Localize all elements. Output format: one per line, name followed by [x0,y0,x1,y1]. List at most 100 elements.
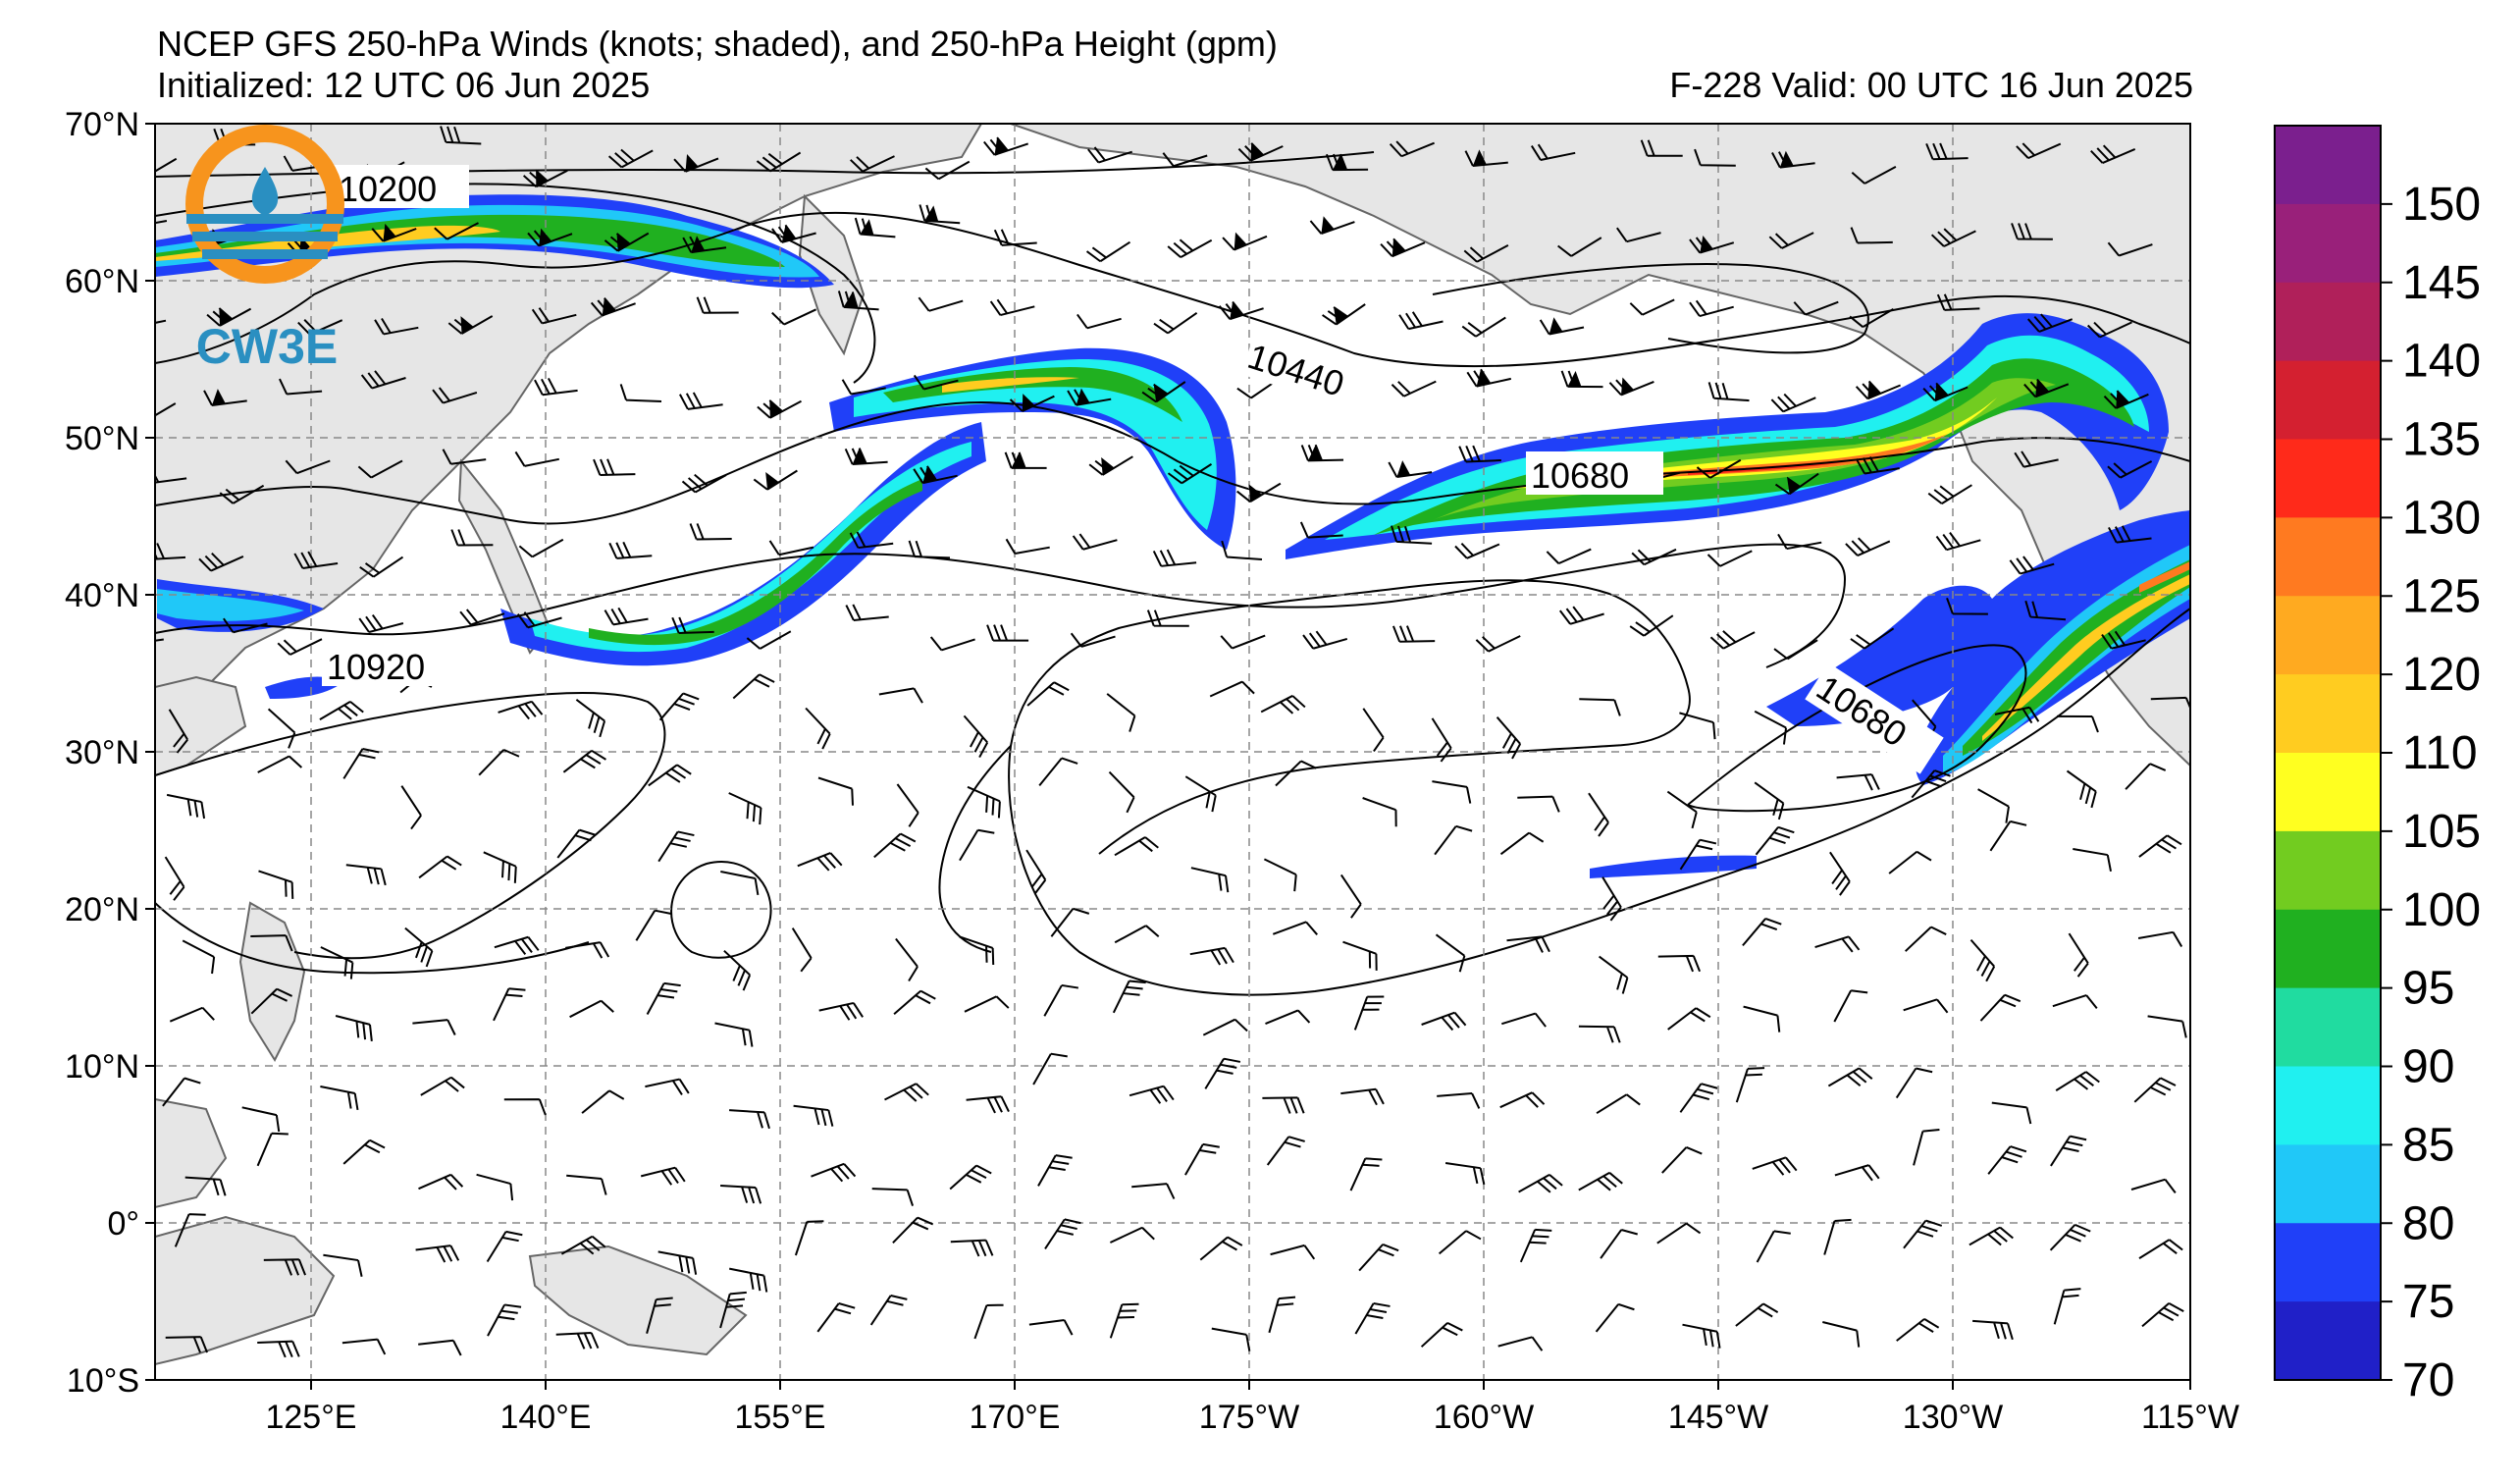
wind-barb [483,851,517,883]
wind-barb [1599,955,1629,994]
lon-label: 140°E [499,1399,591,1436]
wind-barb [805,707,831,750]
wind-barb [753,469,798,491]
map-title: NCEP GFS 250-hPa Winds (knots; shaded), … [157,24,1278,106]
wind-barb [1629,298,1675,316]
wind-barb [319,701,364,720]
wind-barb [478,748,520,776]
wind-barb [648,764,692,787]
wind-barb [959,828,995,862]
wind-barb [2024,600,2067,621]
wind-barb [1322,303,1366,326]
wind-barb [2068,932,2089,978]
wind-barb [2053,1288,2081,1325]
wind-barb [223,617,268,634]
wind-barb [728,792,762,825]
wind-barb [1903,1219,1943,1249]
wind-barb [1362,708,1385,753]
wind-barb [486,1230,523,1263]
wind-barb [964,995,1010,1013]
wind-barb [1657,954,1702,973]
wind-barb [913,374,959,391]
wind-barb [929,636,975,652]
wind-barb [267,708,296,749]
wind-barb [1977,788,2010,823]
wind-barb [590,297,636,317]
wind-barb [714,1022,754,1047]
wind-barb [1756,1230,1791,1263]
wind-barb [2138,1239,2183,1259]
wind-barb [184,1176,227,1196]
wind-barb [1608,377,1654,397]
wind-barb [418,855,462,879]
jet-pacific-west-core [589,479,922,646]
wind-barb [1979,993,2021,1022]
wind-barb [720,1185,762,1204]
wind-barb [219,484,265,504]
wind-barb [1773,639,1818,661]
wind-barb [1184,1142,1220,1176]
wind-barb [1129,1085,1175,1104]
wind-barb [1204,1057,1241,1089]
lat-label: 70°N [65,106,139,143]
wind-barb [293,551,339,569]
wind-barb [323,1253,363,1277]
wind-barb [1755,825,1795,856]
wind-barb [1936,293,1980,311]
wind-barb [404,927,434,968]
wind-barb [1519,1228,1552,1263]
wind-barb [256,1132,289,1167]
wind-barb [2107,460,2153,479]
wind-barb [1037,1154,1073,1187]
wind-barb [162,1077,201,1107]
colorbar-swatch [2275,1144,2381,1224]
contour-small-high [670,861,772,959]
wind-barb [182,939,216,975]
wind-barb [1342,940,1378,971]
wind-barb [1666,790,1698,829]
wind-barb [1398,311,1444,331]
colorbar-tick-label: 85 [2402,1119,2454,1171]
wind-barb [155,466,187,485]
wind-barb [155,157,178,178]
wind-barb [658,692,700,721]
wind-barb [1236,482,1282,503]
wind-barb [1667,1007,1711,1031]
wind-barb [1004,451,1047,469]
wind-barb [555,1331,600,1350]
wind-barb [1300,444,1344,462]
wind-barb [950,1239,994,1257]
wind-barb [657,830,695,863]
wind-barb [1353,995,1385,1031]
wind-barb [2130,1178,2177,1193]
wind-barb [1218,300,1264,321]
wind-barb [341,1338,387,1355]
wind-barb [257,1340,300,1358]
wind-barb [1087,146,1133,164]
wind-barb [645,1078,690,1095]
wind-barb [1752,1156,1798,1176]
wind-barb [1774,472,1819,496]
wind-barb [756,151,802,173]
wind-barb [1530,143,1576,162]
colorbar-tick-label: 105 [2402,806,2481,858]
wind-barb [2055,1071,2100,1091]
wind-barb [1220,634,1266,650]
wind-barb [1265,1009,1311,1026]
wind-barb [1349,1157,1383,1192]
wind-barb [1656,1222,1702,1245]
wind-barb [1302,630,1348,650]
graticule [155,124,2190,1380]
wind-barb [1167,463,1213,485]
wind-barb [487,1303,522,1337]
wind-barb [1814,935,1861,953]
wind-barb [1106,693,1136,732]
wind-barb [1190,867,1230,893]
wind-barb [279,378,323,396]
wind-barb [1309,216,1355,236]
colorbar-swatch [2275,1066,2381,1145]
wind-barb [581,1089,625,1114]
wind-barb [719,1291,747,1329]
wind-barb [818,1001,864,1021]
wind-barb [450,529,494,547]
